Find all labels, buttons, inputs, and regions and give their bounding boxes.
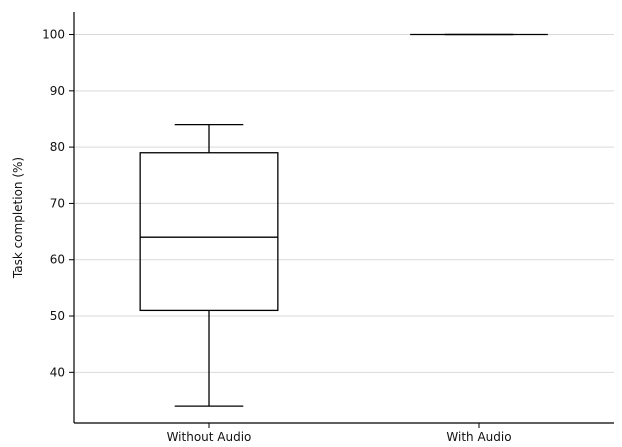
axes: 40 50 60 70 80 90 100 Without Audio With Audio <box>42 12 614 444</box>
box-without-audio <box>139 123 279 407</box>
box-plots <box>139 33 548 407</box>
y-tick-label-80: 80 <box>50 140 65 154</box>
y-axis-label: Task completion (%) <box>11 157 25 279</box>
y-tick-label-40: 40 <box>50 365 65 379</box>
y-tick-label-70: 70 <box>50 196 65 210</box>
x-tick-label-without-audio: Without Audio <box>167 430 252 444</box>
grid-lines <box>74 34 614 373</box>
y-tick-label-90: 90 <box>50 84 65 98</box>
x-tick-label-with-audio: With Audio <box>446 430 511 444</box>
y-tick-label-50: 50 <box>50 309 65 323</box>
y-tick-label-100: 100 <box>42 28 65 42</box>
interquartile-box <box>139 152 279 312</box>
y-tick-label-60: 60 <box>50 253 65 267</box>
